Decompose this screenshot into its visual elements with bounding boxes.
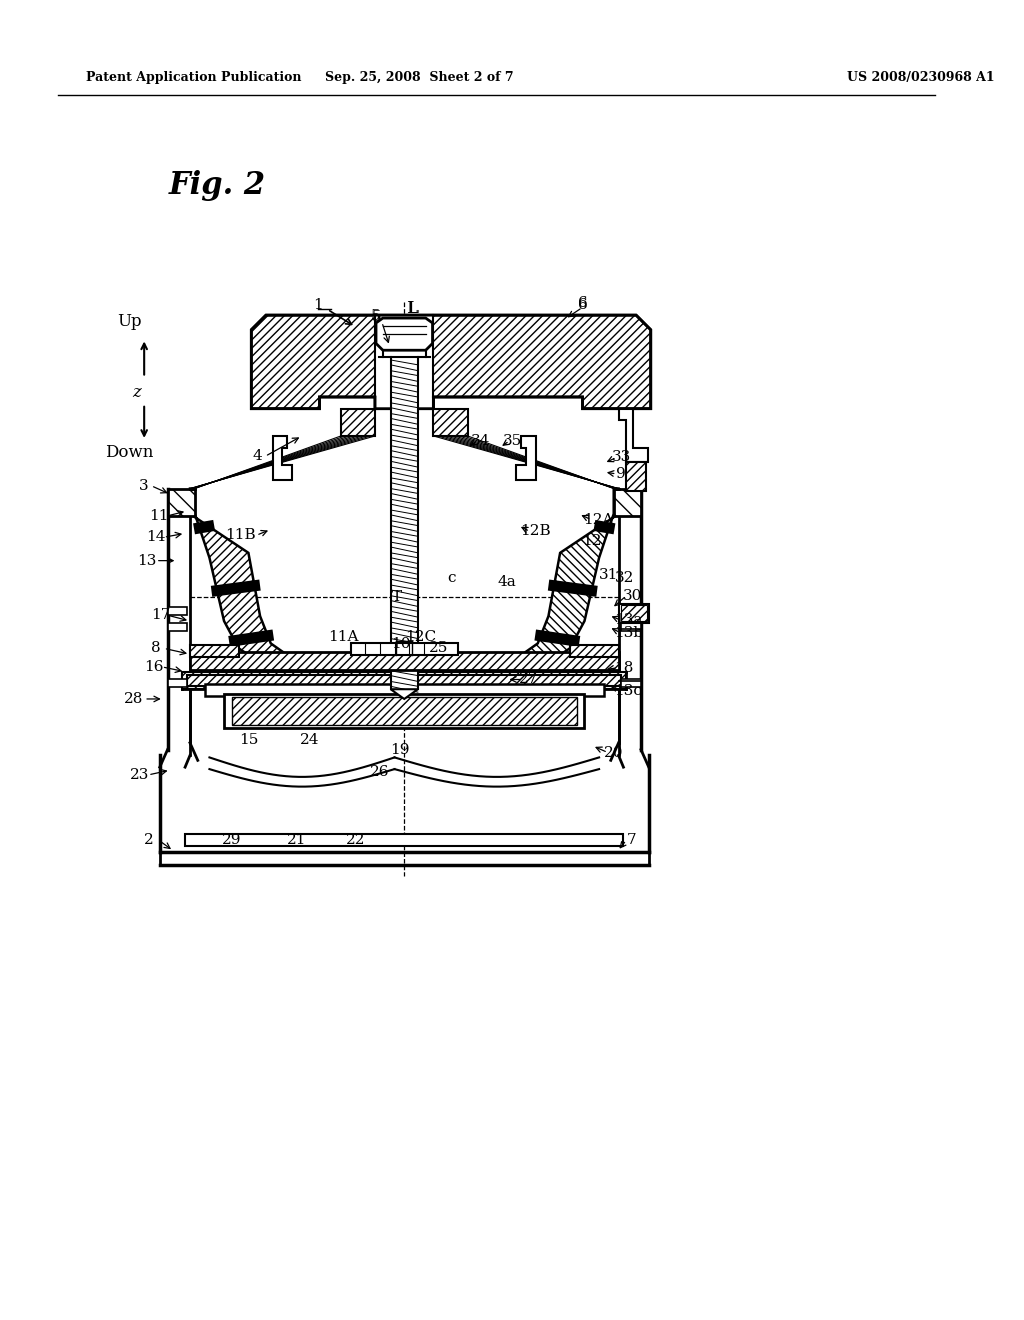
Text: 2: 2 bbox=[144, 833, 154, 847]
Text: 10: 10 bbox=[391, 638, 411, 651]
Polygon shape bbox=[251, 315, 650, 409]
Polygon shape bbox=[251, 315, 650, 409]
Text: 16: 16 bbox=[144, 660, 164, 673]
Bar bbox=[182, 672, 627, 689]
Text: 19: 19 bbox=[390, 743, 410, 756]
Text: 27: 27 bbox=[519, 672, 539, 686]
Text: 25: 25 bbox=[429, 642, 449, 655]
Text: 11A: 11A bbox=[328, 630, 358, 644]
Text: 23: 23 bbox=[130, 768, 148, 781]
Bar bbox=[390, 356, 418, 689]
Text: 18: 18 bbox=[613, 661, 633, 675]
Text: T: T bbox=[391, 590, 401, 603]
Text: c: c bbox=[447, 572, 457, 585]
Text: 4a: 4a bbox=[498, 576, 516, 589]
Polygon shape bbox=[516, 436, 536, 479]
Polygon shape bbox=[168, 607, 187, 615]
Text: 34: 34 bbox=[471, 434, 489, 447]
Bar bbox=[190, 652, 618, 669]
Text: 28: 28 bbox=[124, 692, 143, 706]
Polygon shape bbox=[168, 623, 187, 631]
Text: 1: 1 bbox=[312, 298, 323, 313]
Text: 26: 26 bbox=[370, 766, 390, 779]
Bar bbox=[350, 643, 458, 655]
Text: 5: 5 bbox=[372, 309, 381, 323]
Text: Sep. 25, 2008  Sheet 2 of 7: Sep. 25, 2008 Sheet 2 of 7 bbox=[325, 71, 513, 84]
Text: 30: 30 bbox=[623, 589, 642, 603]
Polygon shape bbox=[613, 488, 641, 516]
Polygon shape bbox=[433, 409, 468, 436]
Text: 31: 31 bbox=[599, 568, 618, 582]
Text: 8: 8 bbox=[152, 642, 161, 655]
Polygon shape bbox=[272, 436, 292, 479]
Text: 22: 22 bbox=[346, 833, 366, 847]
Polygon shape bbox=[622, 623, 641, 631]
Bar bbox=[224, 694, 585, 729]
Text: 13c: 13c bbox=[614, 684, 642, 698]
Text: Fig. 2: Fig. 2 bbox=[169, 170, 265, 201]
Text: 12A: 12A bbox=[583, 512, 613, 527]
Polygon shape bbox=[341, 409, 375, 436]
Polygon shape bbox=[168, 488, 195, 516]
Text: 3: 3 bbox=[138, 479, 148, 492]
Bar bbox=[187, 675, 622, 686]
Text: 12: 12 bbox=[583, 535, 602, 548]
Polygon shape bbox=[190, 488, 399, 659]
Text: 33: 33 bbox=[612, 450, 631, 465]
Text: 29: 29 bbox=[222, 833, 242, 847]
Polygon shape bbox=[410, 488, 618, 659]
Text: 21: 21 bbox=[288, 833, 307, 847]
Text: 24: 24 bbox=[300, 733, 319, 747]
Text: 6: 6 bbox=[578, 297, 588, 310]
Text: 5: 5 bbox=[372, 310, 382, 325]
Polygon shape bbox=[410, 488, 618, 659]
Text: 11B: 11B bbox=[225, 528, 256, 543]
Text: 13b: 13b bbox=[613, 626, 643, 640]
Text: 12B: 12B bbox=[520, 524, 551, 539]
Text: 11: 11 bbox=[150, 508, 169, 523]
Polygon shape bbox=[627, 462, 646, 491]
Text: 4: 4 bbox=[252, 449, 262, 463]
Polygon shape bbox=[570, 645, 618, 657]
Text: Up: Up bbox=[117, 313, 142, 330]
Bar bbox=[618, 603, 649, 623]
Polygon shape bbox=[618, 409, 648, 462]
Bar bbox=[185, 834, 624, 846]
Bar bbox=[205, 684, 604, 696]
Bar bbox=[231, 697, 577, 725]
Text: L: L bbox=[407, 300, 418, 317]
Polygon shape bbox=[376, 318, 432, 350]
Text: 15: 15 bbox=[239, 733, 258, 747]
Text: 9: 9 bbox=[615, 467, 626, 480]
Text: 32: 32 bbox=[614, 572, 634, 585]
Text: z: z bbox=[132, 384, 140, 400]
Text: Patent Application Publication: Patent Application Publication bbox=[86, 71, 301, 84]
Text: 7: 7 bbox=[627, 833, 636, 847]
Text: 35: 35 bbox=[503, 434, 522, 447]
Bar bbox=[375, 315, 433, 409]
Bar bbox=[621, 606, 647, 620]
Polygon shape bbox=[190, 645, 239, 657]
Text: 17: 17 bbox=[152, 609, 170, 622]
Text: Down: Down bbox=[105, 444, 154, 461]
Text: 13: 13 bbox=[137, 553, 157, 568]
Text: 6: 6 bbox=[578, 298, 588, 313]
Polygon shape bbox=[390, 689, 418, 700]
Text: 14: 14 bbox=[146, 531, 166, 544]
Polygon shape bbox=[622, 607, 641, 615]
Text: L: L bbox=[406, 300, 417, 317]
Polygon shape bbox=[190, 488, 399, 659]
Text: US 2008/0230968 A1: US 2008/0230968 A1 bbox=[848, 71, 995, 84]
Polygon shape bbox=[622, 680, 641, 688]
Text: 13a: 13a bbox=[614, 612, 642, 627]
Text: 12C: 12C bbox=[406, 630, 436, 644]
Polygon shape bbox=[168, 680, 187, 688]
Text: 20: 20 bbox=[604, 746, 624, 759]
Bar bbox=[244, 700, 565, 723]
